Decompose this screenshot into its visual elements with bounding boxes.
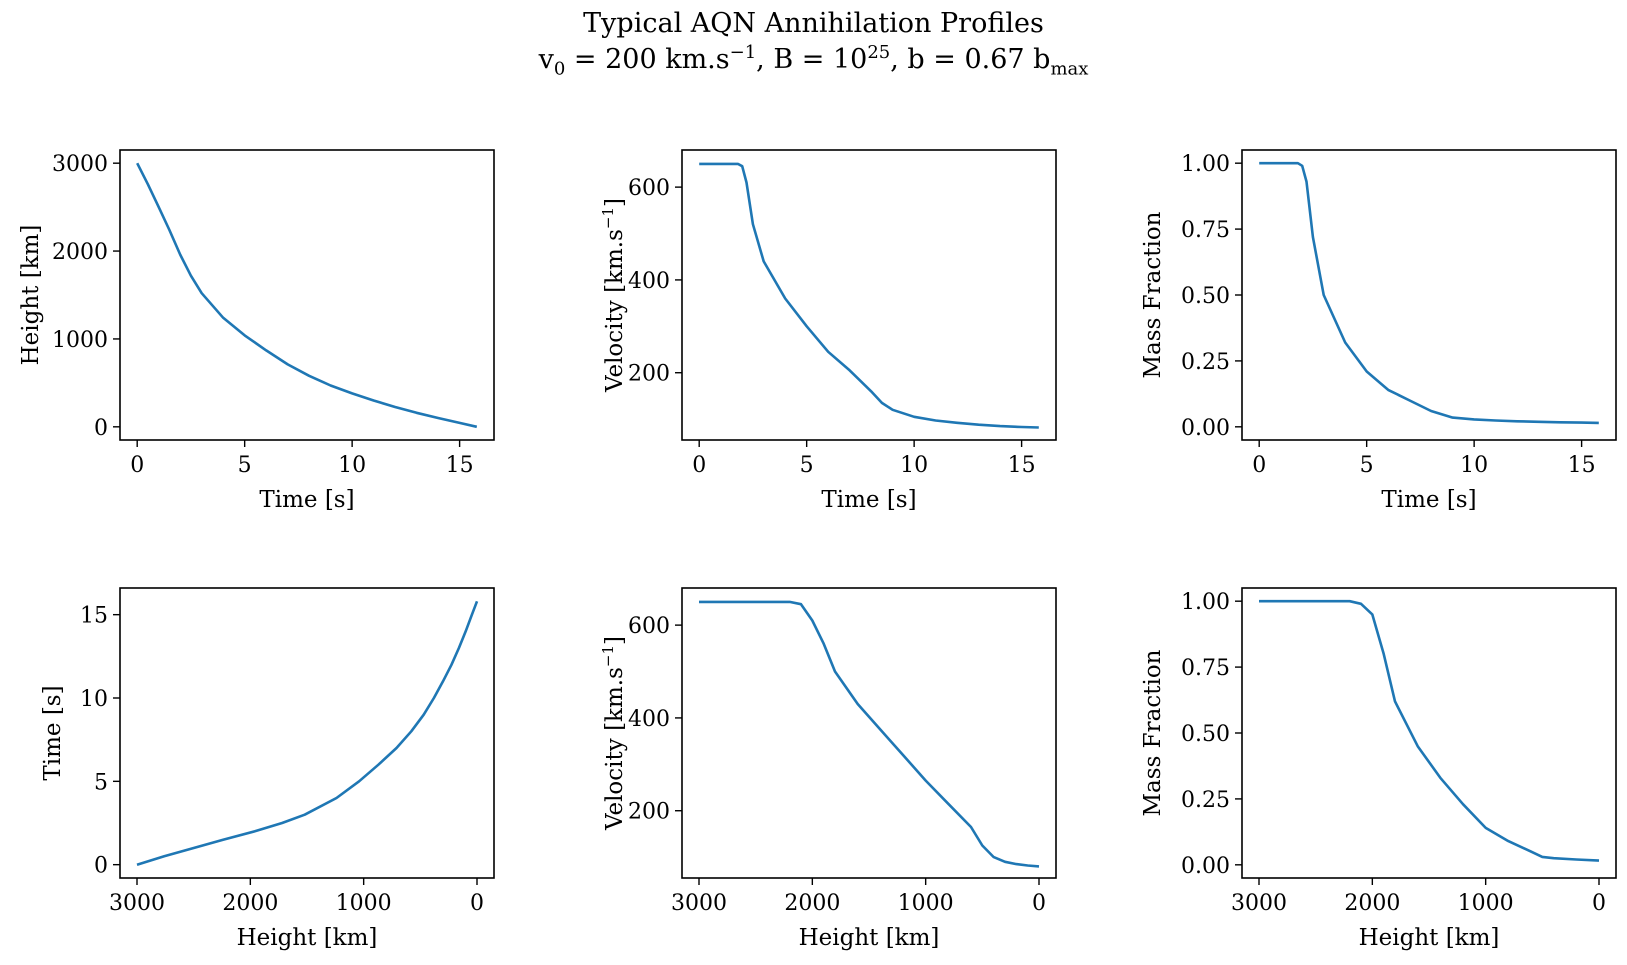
series-line xyxy=(136,162,478,429)
x-tick-label: 2000 xyxy=(1344,891,1400,916)
x-tick-label: 5 xyxy=(238,453,252,478)
y-tick-label: 10 xyxy=(80,687,108,712)
y-tick-label: 0 xyxy=(94,416,108,441)
y-tick-label: 0.75 xyxy=(1181,218,1230,243)
y-axis-label: Mass Fraction xyxy=(1140,211,1166,378)
x-tick-label: 15 xyxy=(1568,453,1596,478)
figure-title: Typical AQN Annihilation Profiles xyxy=(583,8,1044,39)
y-axis-label: Mass Fraction xyxy=(1140,649,1166,816)
series-line xyxy=(699,600,1040,868)
x-tick-label: 10 xyxy=(1460,453,1488,478)
x-tick-label: 10 xyxy=(338,453,366,478)
plot-frame xyxy=(1241,149,1617,441)
x-tick-label: 5 xyxy=(800,453,814,478)
y-axis-label: Time [s] xyxy=(40,685,66,780)
y-tick-label: 1.00 xyxy=(1181,590,1230,615)
plot-frame xyxy=(1241,587,1617,879)
x-axis-label: Time [s] xyxy=(1381,487,1476,513)
x-tick-label: 3000 xyxy=(671,891,727,916)
y-tick-label: 0.50 xyxy=(1181,284,1230,309)
x-tick-label: 5 xyxy=(1360,453,1374,478)
series-line xyxy=(1259,599,1600,862)
chart-height-mass: 3000 2000 1000 0 0.00 0.25 0.50 0.75 1.00 Height … xyxy=(1140,587,1617,951)
series-line xyxy=(136,600,479,866)
y-axis-label-end: ] xyxy=(602,636,628,645)
y-tick-label: 0.25 xyxy=(1181,350,1230,375)
x-axis-label: Height [km] xyxy=(799,925,940,951)
y-tick-label: 400 xyxy=(628,269,670,294)
y-axis-label: Velocity [km.s−1] xyxy=(599,636,628,831)
y-tick-label: 200 xyxy=(628,362,670,387)
x-tick-label: 15 xyxy=(1008,453,1036,478)
x-tick-label: 1000 xyxy=(336,891,392,916)
plot-frame xyxy=(119,149,495,441)
y-tick-label: 0.50 xyxy=(1181,722,1230,747)
chart-height-velocity: 3000 2000 1000 0 200 400 600 Height [km] Velocit… xyxy=(599,587,1057,951)
x-tick-label: 3000 xyxy=(1231,891,1287,916)
y-tick-label: 0 xyxy=(94,854,108,879)
y-axis-label: Height [km] xyxy=(18,225,44,366)
series-line xyxy=(1259,161,1599,425)
y-axis-label: Velocity [km.s−1] xyxy=(599,198,628,393)
series-line xyxy=(699,162,1039,429)
y-axis-label-exponent: −1 xyxy=(599,645,617,667)
x-axis-label: Height [km] xyxy=(237,925,378,951)
y-tick-label: 1.00 xyxy=(1181,152,1230,177)
x-tick-label: 0 xyxy=(470,891,484,916)
y-tick-label: 5 xyxy=(94,770,108,795)
chart-time-height: 0 5 10 15 0 1000 2000 3000 Time [s] Height [km] xyxy=(18,149,495,513)
figure-subtitle: v0 = 200 km.s−1, B = 1025, b = 0.67 bmax xyxy=(538,42,1089,80)
x-tick-label: 0 xyxy=(1032,891,1046,916)
chart-time-mass: 0 5 10 15 0.00 0.25 0.50 0.75 1.00 Time [s] Mass F… xyxy=(1140,149,1617,513)
chart-time-velocity: 0 5 10 15 200 400 600 Time [s] Velocity [km.s−1] xyxy=(599,149,1057,513)
y-axis-label-end: ] xyxy=(602,198,628,207)
y-tick-label: 2000 xyxy=(52,240,108,265)
y-tick-label: 3000 xyxy=(52,152,108,177)
y-tick-label: 600 xyxy=(628,176,670,201)
x-tick-label: 0 xyxy=(1252,453,1266,478)
plot-frame xyxy=(119,587,495,879)
x-axis-label: Time [s] xyxy=(259,487,354,513)
y-tick-label: 600 xyxy=(628,614,670,639)
plot-frame xyxy=(681,587,1057,879)
plot-frame xyxy=(681,149,1057,441)
x-tick-label: 1000 xyxy=(898,891,954,916)
y-tick-label: 400 xyxy=(628,707,670,732)
x-tick-label: 0 xyxy=(130,453,144,478)
chart-height-time: 3000 2000 1000 0 0 5 10 15 Height [km] Time [s] xyxy=(40,587,495,951)
x-tick-label: 3000 xyxy=(109,891,165,916)
x-tick-label: 2000 xyxy=(222,891,278,916)
x-tick-label: 0 xyxy=(692,453,706,478)
y-tick-label: 0.00 xyxy=(1181,416,1230,441)
x-tick-label: 10 xyxy=(900,453,928,478)
x-axis-label: Height [km] xyxy=(1359,925,1500,951)
x-tick-label: 1000 xyxy=(1458,891,1514,916)
y-tick-label: 200 xyxy=(628,800,670,825)
y-tick-label: 1000 xyxy=(52,328,108,353)
x-axis-label: Time [s] xyxy=(821,487,916,513)
x-tick-label: 2000 xyxy=(784,891,840,916)
x-tick-label: 0 xyxy=(1592,891,1606,916)
y-tick-label: 0.25 xyxy=(1181,788,1230,813)
y-tick-label: 0.75 xyxy=(1181,656,1230,681)
y-tick-label: 0.00 xyxy=(1181,854,1230,879)
x-tick-label: 15 xyxy=(446,453,474,478)
y-tick-label: 15 xyxy=(80,604,108,629)
y-axis-label-exponent: −1 xyxy=(599,207,617,229)
